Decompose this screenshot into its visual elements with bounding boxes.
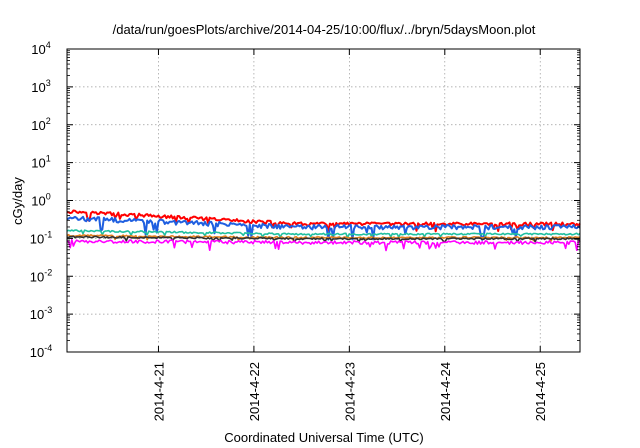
y-tick-label: 10-3 xyxy=(30,305,52,322)
y-tick-label: 103 xyxy=(31,78,50,95)
series-line xyxy=(66,233,581,242)
x-tick-label: 2014-4-23 xyxy=(342,362,357,421)
x-tick-label: 2014-4-25 xyxy=(533,362,548,421)
series-line xyxy=(66,238,581,252)
y-tick-label: 10-4 xyxy=(30,343,52,360)
y-tick-label: 102 xyxy=(31,116,50,133)
x-tick-label: 2014-4-22 xyxy=(247,362,262,421)
series-line xyxy=(66,235,581,243)
series-line xyxy=(66,229,581,239)
series-line xyxy=(66,209,581,233)
x-tick-label: 2014-4-24 xyxy=(438,362,453,421)
y-axis-label: cGy/day xyxy=(10,177,25,225)
x-axis: 2014-4-21 2014-4-22 2014-4-23 2014-4-24 2014… xyxy=(151,49,548,421)
y-axis: 104 103 102 101 100 10-1 10-2 10-3 10-4 xyxy=(30,40,580,360)
chart-title: /data/run/goesPlots/archive/2014-04-25/1… xyxy=(113,22,536,37)
y-tick-label: 10-2 xyxy=(30,267,52,284)
y-tick-label: 100 xyxy=(31,192,50,209)
series-line xyxy=(66,215,581,241)
grid xyxy=(67,48,580,353)
y-tick-label: 10-1 xyxy=(30,229,52,246)
series-layer xyxy=(66,209,581,252)
y-tick-label: 104 xyxy=(31,40,50,57)
y-tick-label: 101 xyxy=(31,154,50,171)
x-axis-label: Coordinated Universal Time (UTC) xyxy=(224,430,423,445)
x-tick-label: 2014-4-21 xyxy=(151,362,166,421)
